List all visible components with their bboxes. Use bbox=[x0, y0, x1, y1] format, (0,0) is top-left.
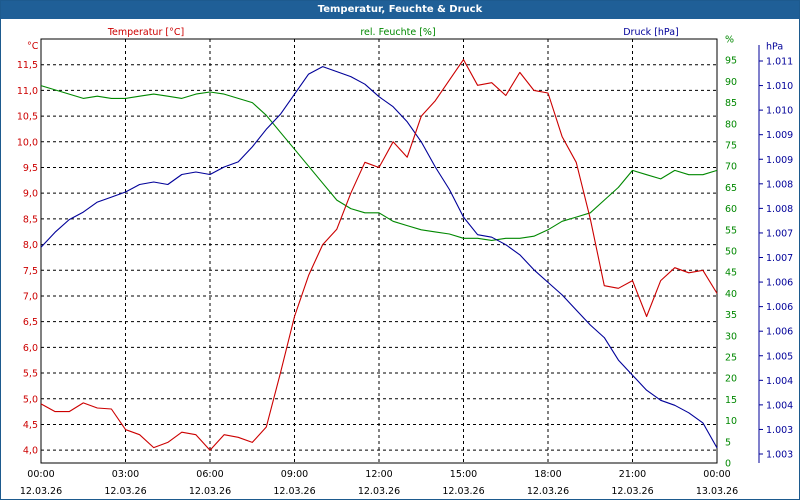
x-tick-label-time: 06:00 bbox=[196, 469, 223, 480]
temperature-axis-tick-label: 10,5 bbox=[17, 112, 38, 123]
pressure-axis-tick-label: 1.008 bbox=[766, 204, 793, 215]
temperature-axis-tick-label: 9,5 bbox=[23, 163, 38, 174]
humidity-line bbox=[40, 85, 718, 241]
pressure-axis-tick-label: 1.006 bbox=[766, 302, 793, 313]
x-tick-label-date: 12.03.26 bbox=[358, 486, 400, 497]
pressure-axis-tick-label: 1.009 bbox=[766, 130, 793, 141]
temperature-axis-tick-label: 11,0 bbox=[17, 86, 38, 97]
x-tick-label-time: 00:00 bbox=[27, 469, 54, 480]
humidity-axis-tick-label: 0 bbox=[725, 459, 731, 470]
x-tick-label-date: 12.03.26 bbox=[273, 486, 315, 497]
pressure-axis-tick-label: 1.006 bbox=[766, 327, 793, 338]
x-tick-label-time: 09:00 bbox=[281, 469, 308, 480]
temperature-axis-tick-label: 10,0 bbox=[17, 137, 38, 148]
temperature-axis-tick-label: 5,5 bbox=[23, 369, 38, 380]
pressure-axis-tick-label: 1.007 bbox=[766, 253, 793, 264]
x-tick-label-time: 18:00 bbox=[534, 469, 561, 480]
humidity-axis-tick-label: 45 bbox=[725, 268, 737, 279]
pressure-axis-tick-label: 1.010 bbox=[766, 106, 793, 117]
humidity-axis-tick-label: 35 bbox=[725, 310, 737, 321]
temperature-axis-tick-label: 8,5 bbox=[23, 214, 38, 225]
temperature-axis-tick-label: 7,5 bbox=[23, 266, 38, 277]
humidity-axis-tick-label: 30 bbox=[725, 331, 737, 342]
temperature-axis-tick-label: 4,5 bbox=[23, 420, 38, 431]
humidity-axis-tick-label: 50 bbox=[725, 247, 737, 258]
temperature-axis-tick-label: 9,0 bbox=[23, 189, 38, 200]
humidity-axis-tick-label: 20 bbox=[725, 374, 737, 385]
temperature-axis-tick-label: 6,5 bbox=[23, 317, 38, 328]
pressure-axis-tick-label: 1.006 bbox=[766, 278, 793, 289]
legend-humidity: rel. Feuchte [%] bbox=[360, 27, 435, 38]
temperature-line bbox=[40, 59, 718, 451]
temperature-axis-tick-label: 6,0 bbox=[23, 343, 38, 354]
temperature-axis-unit: °C bbox=[27, 41, 39, 52]
humidity-axis-tick-label: 90 bbox=[725, 77, 737, 88]
humidity-axis-tick-label: 80 bbox=[725, 119, 737, 130]
x-tick-label-date: 13.03.26 bbox=[696, 486, 738, 497]
x-tick-label-time: 03:00 bbox=[112, 469, 139, 480]
pressure-axis-tick-label: 1.010 bbox=[766, 81, 793, 92]
humidity-axis-tick-label: 5 bbox=[725, 437, 731, 448]
pressure-axis-tick-label: 1.007 bbox=[766, 228, 793, 239]
pressure-axis-tick-label: 1.003 bbox=[766, 450, 793, 461]
pressure-line bbox=[40, 66, 718, 449]
legend-pressure: Druck [hPa] bbox=[623, 27, 679, 38]
humidity-axis-tick-label: 10 bbox=[725, 416, 737, 427]
temperature-axis-tick-label: 7,0 bbox=[23, 291, 38, 302]
temperature-axis-tick-label: 11,5 bbox=[17, 60, 38, 71]
humidity-axis-unit: % bbox=[725, 35, 734, 46]
legend-temperature: Temperatur [°C] bbox=[107, 27, 184, 38]
humidity-axis-tick-label: 40 bbox=[725, 289, 737, 300]
x-tick-label-time: 15:00 bbox=[450, 469, 477, 480]
humidity-axis-tick-label: 65 bbox=[725, 183, 737, 194]
x-tick-label-date: 12.03.26 bbox=[20, 486, 62, 497]
pressure-axis-tick-label: 1.004 bbox=[766, 400, 793, 411]
humidity-axis-tick-label: 25 bbox=[725, 353, 737, 364]
pressure-axis-tick-label: 1.004 bbox=[766, 376, 793, 387]
pressure-axis-tick-label: 1.009 bbox=[766, 155, 793, 166]
x-tick-label-date: 12.03.26 bbox=[527, 486, 569, 497]
x-tick-label-time: 12:00 bbox=[365, 469, 392, 480]
x-tick-label-date: 12.03.26 bbox=[611, 486, 653, 497]
temperature-axis-tick-label: 8,0 bbox=[23, 240, 38, 251]
pressure-axis-tick-label: 1.011 bbox=[766, 57, 793, 68]
humidity-axis-tick-label: 95 bbox=[725, 56, 737, 67]
x-tick-label-date: 12.03.26 bbox=[189, 486, 231, 497]
pressure-axis-tick-label: 1.008 bbox=[766, 179, 793, 190]
humidity-axis-tick-label: 70 bbox=[725, 162, 737, 173]
x-tick-label-time: 21:00 bbox=[619, 469, 646, 480]
pressure-axis-unit: hPa bbox=[766, 42, 783, 53]
x-tick-label-date: 12.03.26 bbox=[104, 486, 146, 497]
temperature-axis-tick-label: 4,0 bbox=[23, 446, 38, 457]
humidity-axis-tick-label: 15 bbox=[725, 395, 737, 406]
humidity-axis-tick-label: 75 bbox=[725, 141, 737, 152]
humidity-axis-tick-label: 85 bbox=[725, 98, 737, 109]
humidity-axis-tick-label: 55 bbox=[725, 225, 737, 236]
temperature-axis-tick-label: 5,0 bbox=[23, 394, 38, 405]
window-title: Temperatur, Feuchte & Druck bbox=[1, 1, 799, 19]
pressure-axis-tick-label: 1.003 bbox=[766, 425, 793, 436]
pressure-axis-tick-label: 1.005 bbox=[766, 351, 793, 362]
x-tick-label-date: 12.03.26 bbox=[442, 486, 484, 497]
x-tick-label-time: 00:00 bbox=[703, 469, 730, 480]
humidity-axis-tick-label: 60 bbox=[725, 204, 737, 215]
